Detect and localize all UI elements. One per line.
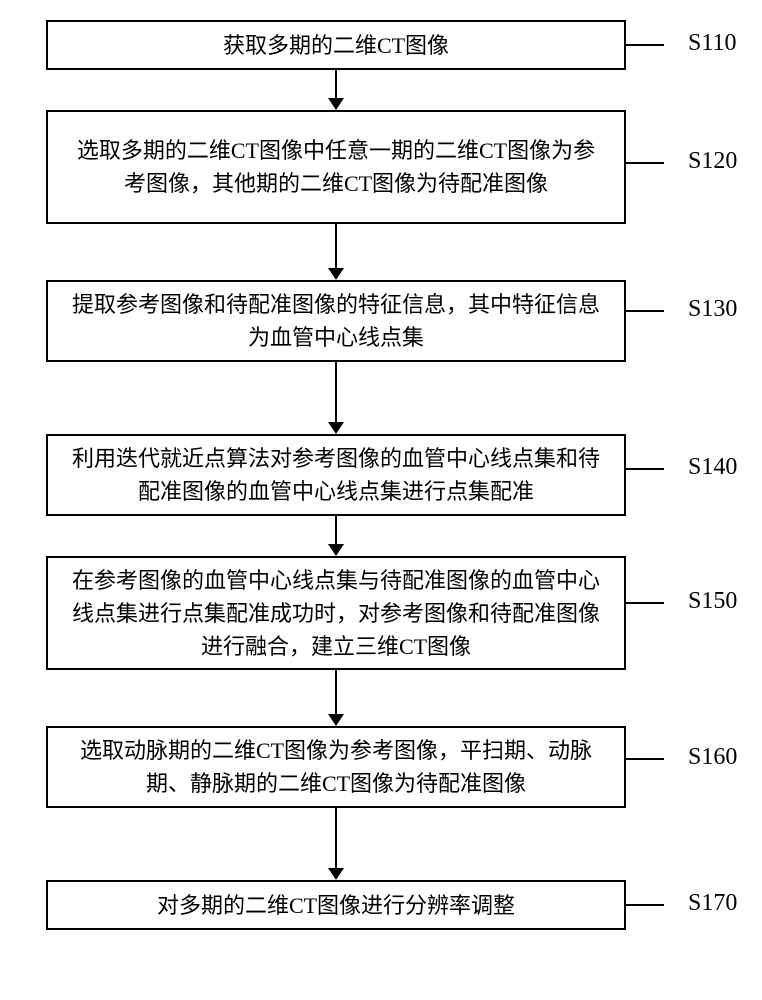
lead-line: [626, 468, 664, 470]
flow-step-text: 选取多期的二维CT图像中任意一期的二维CT图像为参考图像，其他期的二维CT图像为…: [70, 134, 602, 200]
lead-line: [626, 602, 664, 604]
flow-step-box: 在参考图像的血管中心线点集与待配准图像的血管中心线点集进行点集配准成功时，对参考…: [46, 556, 626, 670]
lead-line: [626, 44, 664, 46]
flow-step-text: 利用迭代就近点算法对参考图像的血管中心线点集和待配准图像的血管中心线点集进行点集…: [70, 442, 602, 508]
flow-arrow: [46, 516, 626, 556]
step-label: S170: [688, 890, 737, 917]
lead-line: [626, 162, 664, 164]
flow-arrow: [46, 362, 626, 434]
flow-step-text: 对多期的二维CT图像进行分辨率调整: [157, 889, 515, 922]
step-label: S160: [688, 744, 737, 771]
flow-step-box: 对多期的二维CT图像进行分辨率调整: [46, 880, 626, 930]
step-label: S150: [688, 588, 737, 615]
flow-step-box: 利用迭代就近点算法对参考图像的血管中心线点集和待配准图像的血管中心线点集进行点集…: [46, 434, 626, 516]
flow-step-box: 获取多期的二维CT图像: [46, 20, 626, 70]
flow-arrow: [46, 670, 626, 726]
step-label: S140: [688, 454, 737, 481]
step-label: S110: [688, 30, 736, 57]
flow-arrow: [46, 224, 626, 280]
lead-line: [626, 310, 664, 312]
flow-step-box: 提取参考图像和待配准图像的特征信息，其中特征信息为血管中心线点集: [46, 280, 626, 362]
flow-step-text: 在参考图像的血管中心线点集与待配准图像的血管中心线点集进行点集配准成功时，对参考…: [70, 564, 602, 663]
step-label: S130: [688, 296, 737, 323]
flow-arrow: [46, 70, 626, 110]
lead-line: [626, 904, 664, 906]
flow-step-text: 选取动脉期的二维CT图像为参考图像，平扫期、动脉期、静脉期的二维CT图像为待配准…: [70, 734, 602, 800]
flow-arrow: [46, 808, 626, 880]
flow-step-text: 获取多期的二维CT图像: [223, 29, 449, 62]
flow-step-text: 提取参考图像和待配准图像的特征信息，其中特征信息为血管中心线点集: [70, 288, 602, 354]
lead-line: [626, 758, 664, 760]
flow-step-box: 选取多期的二维CT图像中任意一期的二维CT图像为参考图像，其他期的二维CT图像为…: [46, 110, 626, 224]
flow-step-box: 选取动脉期的二维CT图像为参考图像，平扫期、动脉期、静脉期的二维CT图像为待配准…: [46, 726, 626, 808]
step-label: S120: [688, 148, 737, 175]
